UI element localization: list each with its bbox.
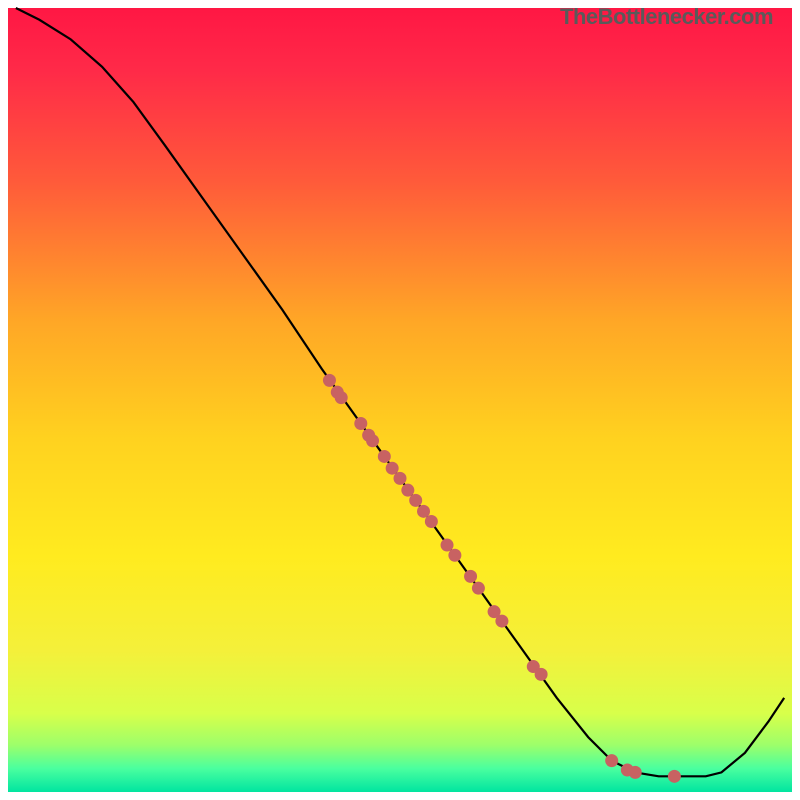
data-marker <box>464 570 477 583</box>
data-marker <box>535 668 548 681</box>
data-marker <box>417 505 430 518</box>
data-marker <box>605 754 618 767</box>
plot-background <box>8 8 792 792</box>
data-marker <box>495 615 508 628</box>
data-marker <box>401 484 414 497</box>
watermark-text: TheBottlenecker.com <box>560 4 773 30</box>
data-marker <box>386 462 399 475</box>
data-marker <box>668 770 681 783</box>
data-marker <box>409 494 422 507</box>
data-marker <box>378 450 391 463</box>
chart-container: TheBottlenecker.com <box>0 0 800 800</box>
data-marker <box>448 549 461 562</box>
data-marker <box>354 417 367 430</box>
data-marker <box>425 515 438 528</box>
data-marker <box>441 539 454 552</box>
data-marker <box>335 391 348 404</box>
data-marker <box>629 766 642 779</box>
chart-svg <box>0 0 800 800</box>
data-marker <box>394 472 407 485</box>
data-marker <box>366 434 379 447</box>
data-marker <box>472 582 485 595</box>
data-marker <box>323 374 336 387</box>
